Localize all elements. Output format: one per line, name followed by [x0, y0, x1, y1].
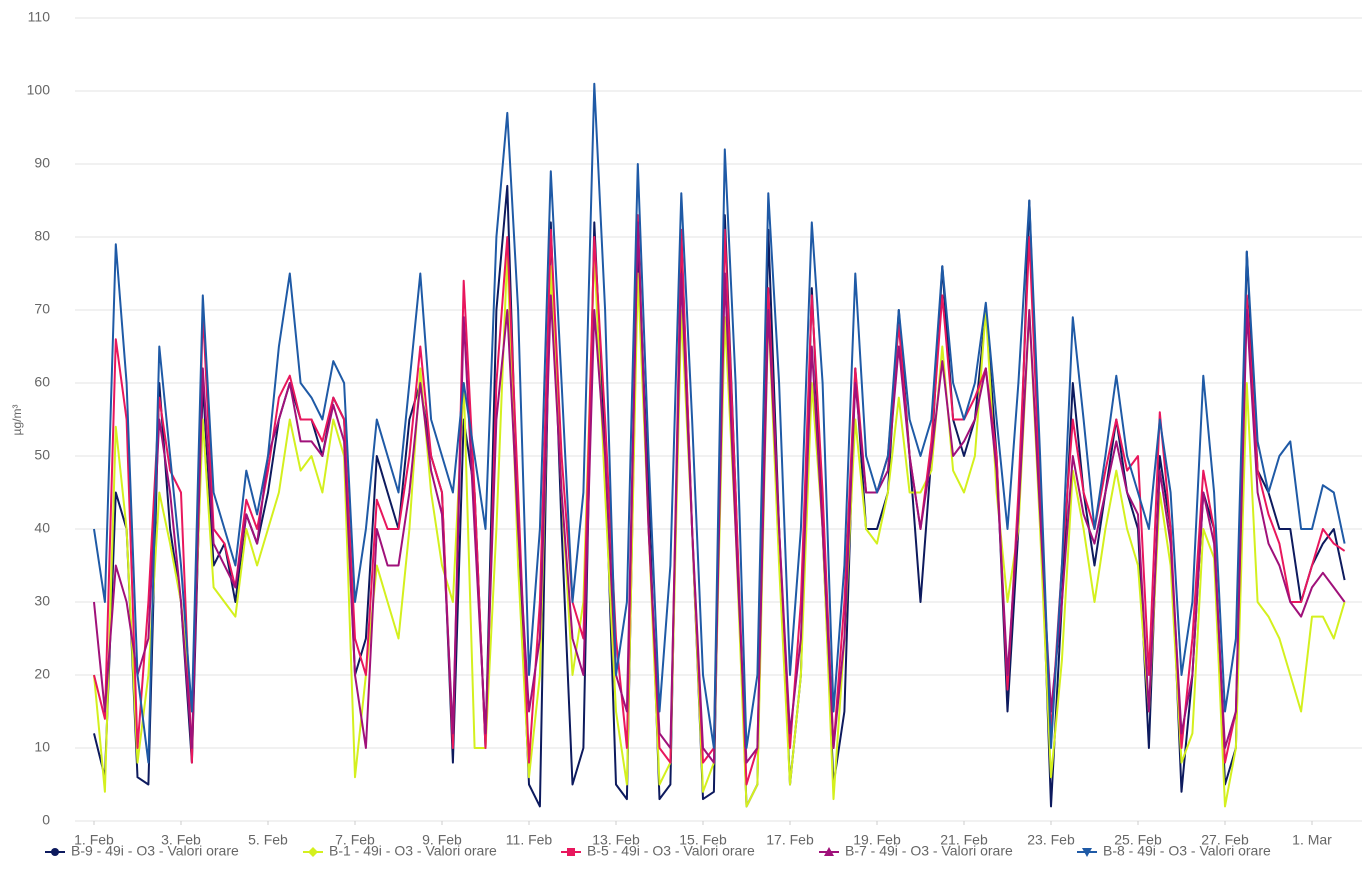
legend-marker [308, 847, 318, 857]
y-tick-label: 100 [27, 82, 51, 98]
y-tick-label: 110 [28, 9, 51, 25]
x-tick-label: 15. Feb [679, 832, 727, 848]
legend-marker [1082, 848, 1092, 857]
y-axis-label: µg/m³ [10, 405, 24, 436]
legend-marker [51, 848, 59, 856]
x-tick-label: 1. Mar [1292, 832, 1332, 848]
y-tick-label: 90 [34, 155, 50, 171]
x-tick-label: 19. Feb [853, 832, 901, 848]
x-tick-label: 21. Feb [940, 832, 988, 848]
series-line [93, 221, 1346, 764]
y-tick-label: 20 [34, 666, 50, 682]
x-tick-label: 23. Feb [1027, 832, 1075, 848]
x-tick-label: 7. Feb [335, 832, 375, 848]
legend-label: B-1 - 49i - O3 - Valori orare [329, 843, 497, 859]
x-tick-label: 25. Feb [1114, 832, 1162, 848]
y-tick-label: 60 [34, 374, 50, 390]
legend-label: B-8 - 49i - O3 - Valori orare [1103, 843, 1271, 859]
legend-label: B-9 - 49i - O3 - Valori orare [71, 843, 239, 859]
legend-marker [824, 847, 834, 856]
y-tick-label: 50 [34, 447, 50, 463]
series-line [93, 82, 1346, 764]
x-tick-label: 5. Feb [248, 832, 288, 848]
x-tick-label: 1. Feb [74, 832, 114, 848]
y-tick-label: 0 [42, 812, 50, 828]
x-tick-label: 27. Feb [1201, 832, 1249, 848]
x-tick-label: 17. Feb [766, 832, 814, 848]
y-tick-label: 80 [34, 228, 50, 244]
y-tick-label: 10 [34, 739, 50, 755]
x-tick-label: 9. Feb [422, 832, 462, 848]
y-tick-label: 30 [34, 593, 50, 609]
x-tick-label: 11. Feb [506, 832, 553, 848]
legend-label: B-7 - 49i - O3 - Valori orare [845, 843, 1013, 859]
legend-marker [567, 848, 575, 856]
x-tick-label: 3. Feb [161, 832, 201, 848]
y-tick-label: 70 [34, 301, 50, 317]
x-tick-label: 13. Feb [592, 832, 640, 848]
y-tick-label: 40 [34, 520, 50, 536]
legend-label: B-5 - 49i - O3 - Valori orare [587, 843, 755, 859]
